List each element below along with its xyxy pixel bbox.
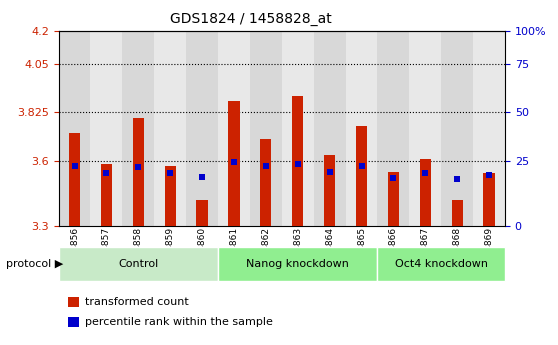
- Text: Nanog knockdown: Nanog knockdown: [246, 259, 349, 269]
- Bar: [356, 126, 367, 226]
- Bar: [59, 31, 90, 226]
- Text: percentile rank within the sample: percentile rank within the sample: [85, 317, 273, 327]
- Bar: [420, 159, 431, 226]
- Bar: [101, 164, 112, 226]
- Bar: [377, 31, 410, 226]
- Bar: [282, 31, 314, 226]
- Bar: [250, 31, 282, 226]
- Bar: [441, 31, 473, 226]
- Bar: [68, 297, 79, 307]
- Bar: [473, 31, 505, 226]
- Bar: [68, 317, 79, 327]
- Bar: [260, 139, 271, 226]
- Bar: [228, 101, 239, 226]
- Text: Oct4 knockdown: Oct4 knockdown: [395, 259, 488, 269]
- Bar: [314, 31, 345, 226]
- Bar: [324, 155, 335, 226]
- Bar: [483, 173, 494, 226]
- Bar: [451, 200, 463, 226]
- Bar: [292, 96, 304, 226]
- Bar: [122, 31, 154, 226]
- Bar: [165, 166, 176, 226]
- Bar: [69, 133, 80, 226]
- Bar: [345, 31, 377, 226]
- Text: GDS1824 / 1458828_at: GDS1824 / 1458828_at: [170, 12, 332, 26]
- Text: Control: Control: [118, 259, 158, 269]
- Text: protocol ▶: protocol ▶: [6, 259, 63, 269]
- Bar: [186, 31, 218, 226]
- Text: transformed count: transformed count: [85, 297, 189, 307]
- Bar: [410, 31, 441, 226]
- Bar: [218, 247, 377, 281]
- Bar: [196, 200, 208, 226]
- Bar: [154, 31, 186, 226]
- Bar: [133, 118, 144, 226]
- Bar: [218, 31, 250, 226]
- Bar: [90, 31, 122, 226]
- Bar: [377, 247, 505, 281]
- Bar: [388, 172, 399, 226]
- Bar: [59, 247, 218, 281]
